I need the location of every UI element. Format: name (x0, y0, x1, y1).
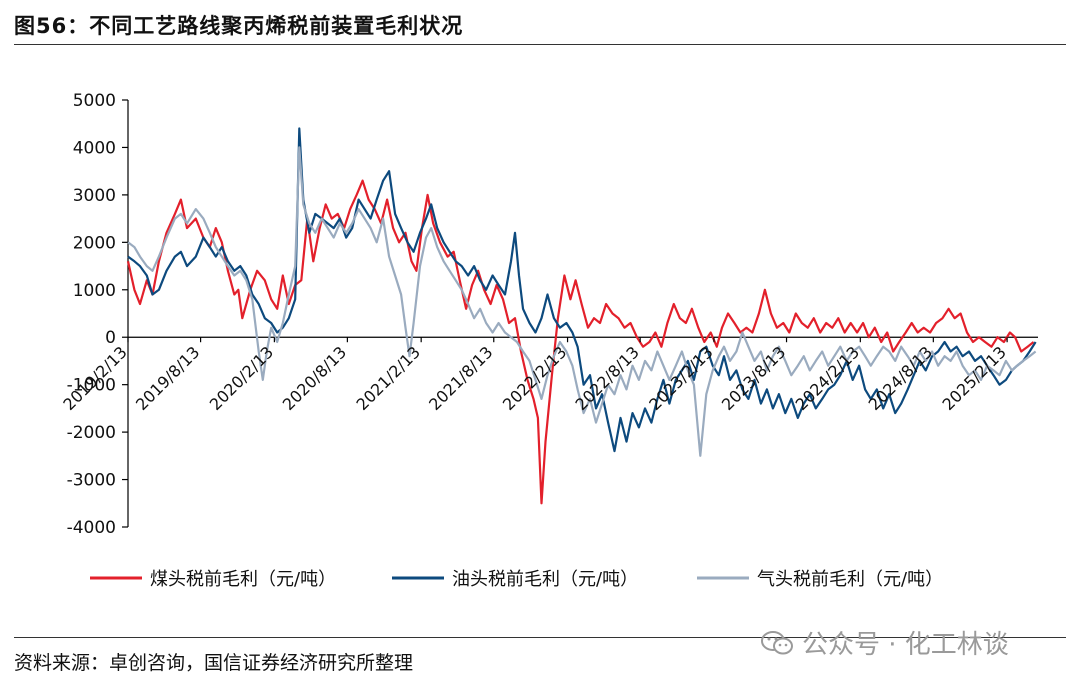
watermark: 公众号 · 化工林谈 (760, 624, 1009, 661)
chart-area: 5000 4000 3000 2000 1000 0 -1000 -2000 -3000 -400… (59, 91, 1038, 590)
y-tick-label: -1000 (67, 376, 116, 396)
source-note: 资料来源：卓创咨询，国信证券经济研究所整理 (14, 652, 414, 674)
series-line (127, 127, 1037, 453)
top-divider (14, 44, 1066, 45)
chart-title: 图56：不同工艺路线聚丙烯税前装置毛利状况 (14, 14, 464, 38)
series-line (126, 179, 1035, 505)
y-tick-label: -2000 (67, 423, 116, 443)
y-tick-label: 0 (105, 328, 116, 348)
wechat-icon (761, 630, 793, 654)
x-tick-label: 2021/8/13 (425, 343, 496, 414)
y-tick-label: 5000 (73, 91, 116, 111)
y-tick-label: 1000 (73, 281, 116, 301)
legend-label: 煤头税前毛利（元/吨） (150, 569, 336, 590)
series-line (127, 146, 1037, 457)
x-tick-label: 2020/8/13 (279, 343, 350, 414)
y-tick-label: 3000 (73, 186, 116, 206)
bottom-divider (14, 637, 1066, 638)
x-tick-label: 2025/2/13 (938, 343, 1009, 414)
y-tick-label: 4000 (73, 138, 116, 158)
legend-label: 气头税前毛利（元/吨） (757, 569, 943, 590)
x-tick-label: 2021/2/13 (353, 343, 424, 414)
y-tick-label: -3000 (67, 471, 116, 491)
y-tick-label: -4000 (67, 518, 116, 538)
x-tick-label: 2019/8/13 (132, 343, 203, 414)
legend-label: 油头税前毛利（元/吨） (452, 569, 638, 590)
watermark-text: 公众号 · 化工林谈 (802, 630, 1009, 660)
y-tick-label: 2000 (73, 233, 116, 253)
x-tick-label: 2020/2/13 (206, 343, 277, 414)
